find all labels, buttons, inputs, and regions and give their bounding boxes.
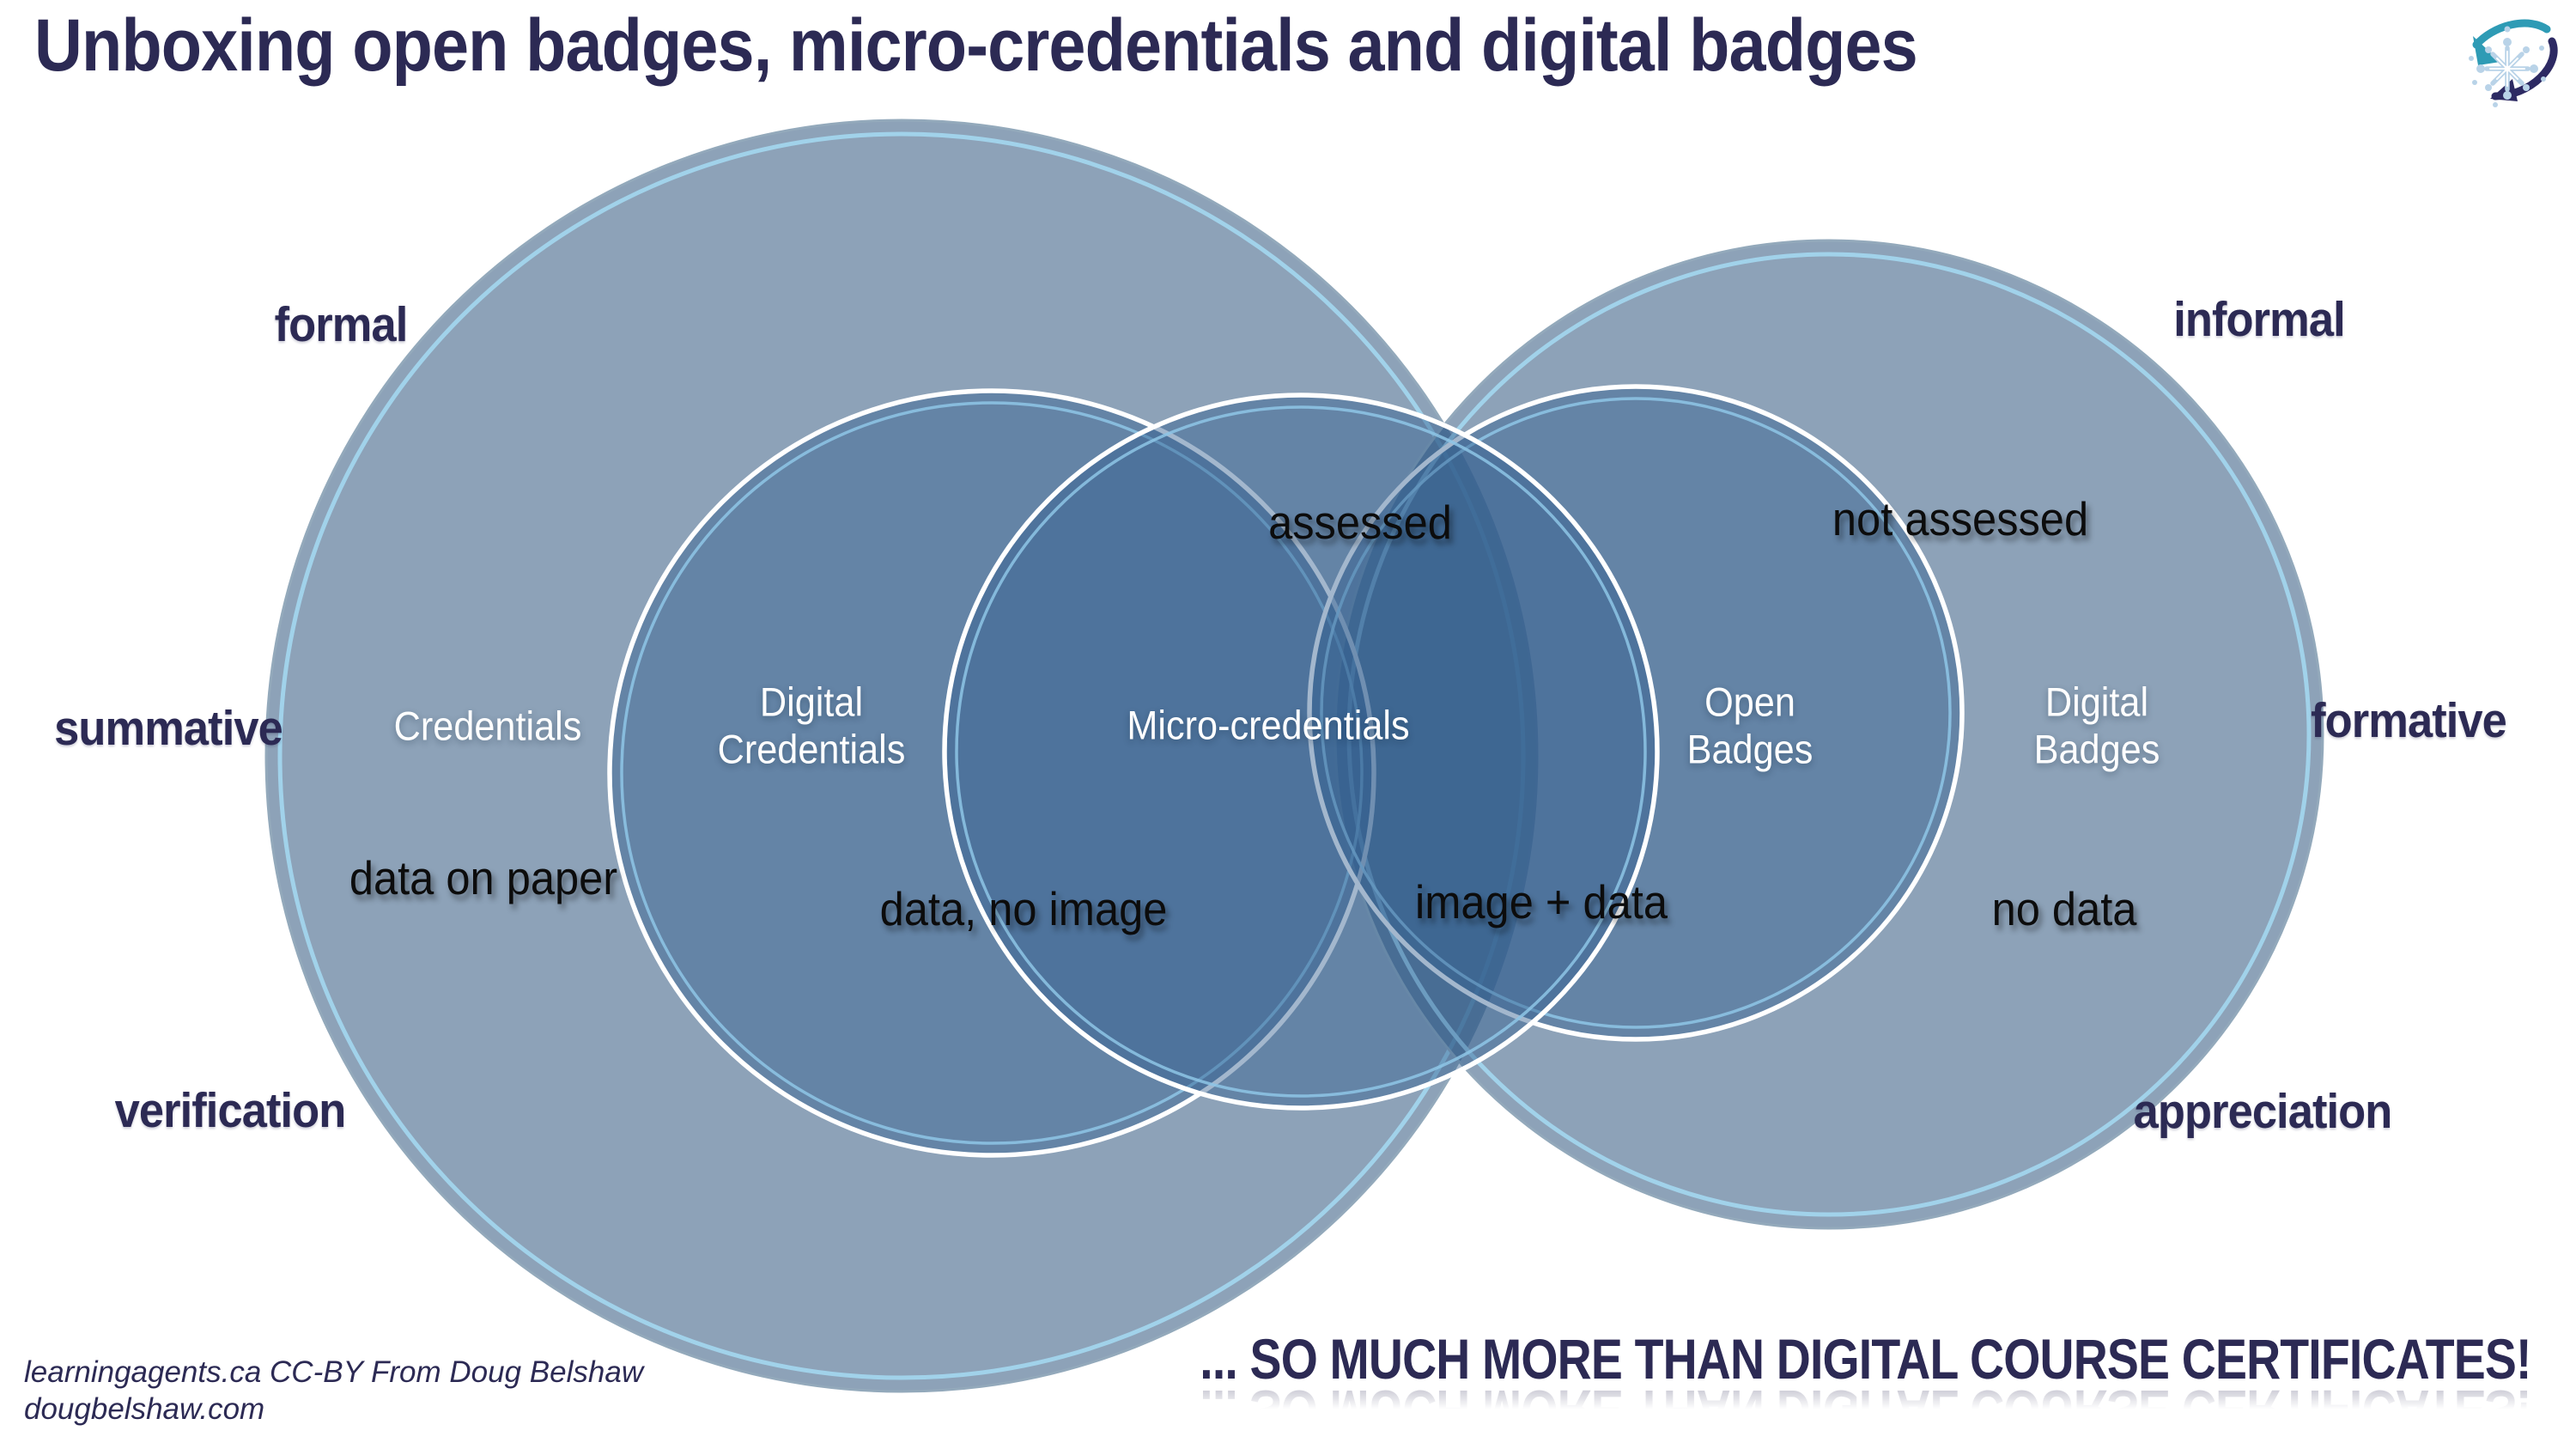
set-label-open-badges: Open Badges [1686,679,1814,771]
region-label-data-no-image: data, no image [879,881,1168,935]
star-glint-center [2504,65,2511,72]
digital-badges-circle [1334,239,2324,1230]
set-label-credentials: Credentials [393,703,582,749]
region-label-image-plus-data: image + data [1415,874,1668,928]
context-label-informal: informal [2173,292,2345,347]
learning-agents-logo-icon [2469,19,2558,107]
region-label-assessed: assessed [1268,495,1452,549]
context-label-verification: verification [114,1083,347,1138]
context-label-summative: summative [54,701,283,756]
context-label-formative: formative [2311,693,2507,748]
set-label-digital-credentials: Digital Credentials [717,679,906,771]
set-label-digital-badges: Digital Badges [2033,679,2160,771]
digital-credentials-circle [607,388,1376,1158]
page-title: Unboxing open badges, micro-credentials … [34,4,1918,87]
footer-headline: ... SO MUCH MORE THAN DIGITAL COURSE CER… [1200,1327,2532,1391]
set-label-micro-credentials: Micro-credentials [1127,702,1410,748]
region-label-data-on-paper: data on paper [349,850,618,904]
snowflake-dots [2469,26,2546,107]
attribution-line1: learningagents.ca CC-BY From Doug Belsha… [24,1355,644,1389]
region-label-no-data: no data [1991,881,2137,935]
open-badges-circle [1307,384,1965,1042]
context-label-formal: formal [274,297,409,352]
context-label-appreciation: appreciation [2133,1084,2393,1139]
region-label-not-assessed: not assessed [1832,491,2089,545]
attribution: learningagents.ca CC-BY From Doug Belsha… [24,1354,643,1428]
attribution-line2: dougbelshaw.com [24,1392,265,1427]
micro-credentials-circle [942,393,1660,1111]
